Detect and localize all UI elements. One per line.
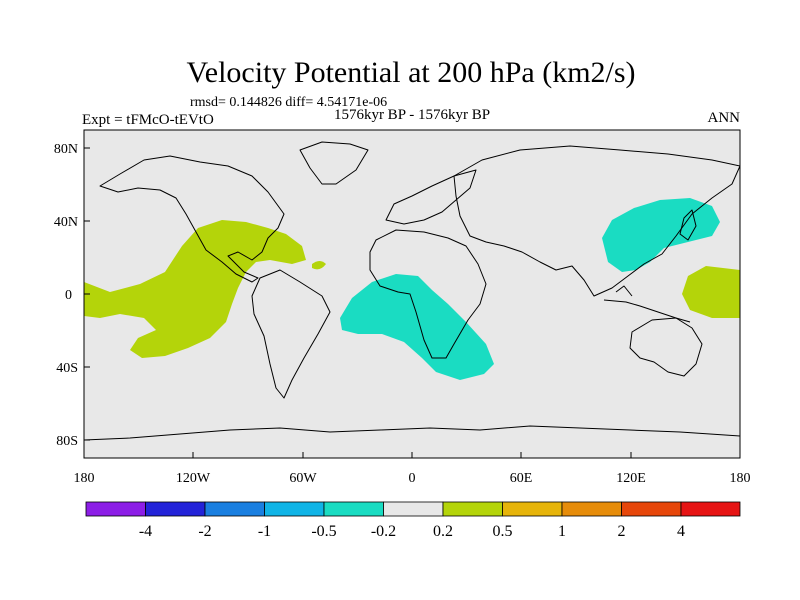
lon-tick-label: 60E xyxy=(510,471,533,486)
colorbar-label: -0.5 xyxy=(311,523,336,540)
lat-tick-label: 40S xyxy=(56,361,78,376)
experiment-label: Expt = tFMcO-tEVtO xyxy=(82,112,214,128)
map-panel xyxy=(84,130,740,458)
coast-north-america xyxy=(99,155,285,283)
coast-maritime-continent xyxy=(603,285,691,323)
period-label: 1576kyr BP - 1576kyr BP xyxy=(334,107,490,123)
colorbar-swatch xyxy=(621,501,682,517)
lon-tick-label: 60W xyxy=(289,471,317,486)
lon-tick-label: 180 xyxy=(74,471,95,486)
colorbar-label: 1 xyxy=(558,523,566,540)
colorbar-swatch xyxy=(145,501,206,517)
colorbar-swatch xyxy=(323,501,384,517)
coast-greenland xyxy=(299,141,369,185)
negative-anomaly-south-atlantic-africa xyxy=(340,274,494,380)
latitude-axis: 80N 40N 0 40S 80S xyxy=(54,142,90,449)
colorbar-label: 2 xyxy=(618,523,626,540)
stats-line: rmsd= 0.144826 diff= 4.54171e-06 xyxy=(190,95,387,110)
season-label: ANN xyxy=(708,110,741,126)
colorbar-swatch xyxy=(264,501,325,517)
map-title: Velocity Potential at 200 hPa (km2/s) xyxy=(186,56,635,89)
coastlines xyxy=(84,141,740,441)
lon-tick-label: 120W xyxy=(176,471,211,486)
colorbar-swatch xyxy=(383,501,444,517)
colorbar-label: -1 xyxy=(258,523,271,540)
positive-anomaly-west-pacific xyxy=(682,266,740,318)
coast-australia xyxy=(629,317,703,377)
lon-tick-label: 120E xyxy=(616,471,646,486)
lat-tick-label: 80S xyxy=(56,434,78,449)
colorbar-swatch xyxy=(442,501,503,517)
lat-tick-label: 0 xyxy=(65,288,72,303)
lat-tick-label: 80N xyxy=(54,142,78,157)
colorbar-swatch xyxy=(85,501,146,517)
colorbar-swatch xyxy=(502,501,563,517)
coast-antarctica xyxy=(84,425,740,441)
colorbar-label: -4 xyxy=(139,523,152,540)
colorbar-swatch xyxy=(680,501,741,517)
coast-africa xyxy=(369,229,487,359)
coast-europe xyxy=(385,169,477,225)
positive-anomaly-east-pacific xyxy=(84,220,306,358)
coast-asia xyxy=(453,145,740,297)
coast-south-america xyxy=(251,269,331,399)
lon-tick-label: 180 xyxy=(730,471,751,486)
colorbar-label: -0.2 xyxy=(371,523,396,540)
positive-anomaly-gulf-spot xyxy=(312,261,326,270)
coast-japan xyxy=(679,209,697,241)
colorbar: -4 -2 -1 -0.5 -0.2 0.2 0.5 1 2 4 xyxy=(85,501,741,540)
colorbar-label: 4 xyxy=(677,523,685,540)
colorbar-swatch xyxy=(561,501,622,517)
colorbar-swatch xyxy=(204,501,265,517)
colorbar-label: -2 xyxy=(198,523,211,540)
longitude-axis: 180 120W 60W 0 60E 120E 180 xyxy=(74,452,751,486)
colorbar-label: 0.2 xyxy=(433,523,453,540)
lat-tick-label: 40N xyxy=(54,215,78,230)
colorbar-label: 0.5 xyxy=(493,523,513,540)
lon-tick-label: 0 xyxy=(409,471,416,486)
